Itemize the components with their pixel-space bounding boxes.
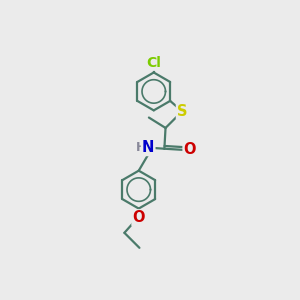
Text: H: H: [136, 141, 146, 154]
Text: Cl: Cl: [146, 56, 161, 70]
Text: N: N: [142, 140, 155, 155]
Text: S: S: [177, 104, 188, 119]
Text: O: O: [133, 210, 145, 225]
Text: O: O: [184, 142, 196, 158]
